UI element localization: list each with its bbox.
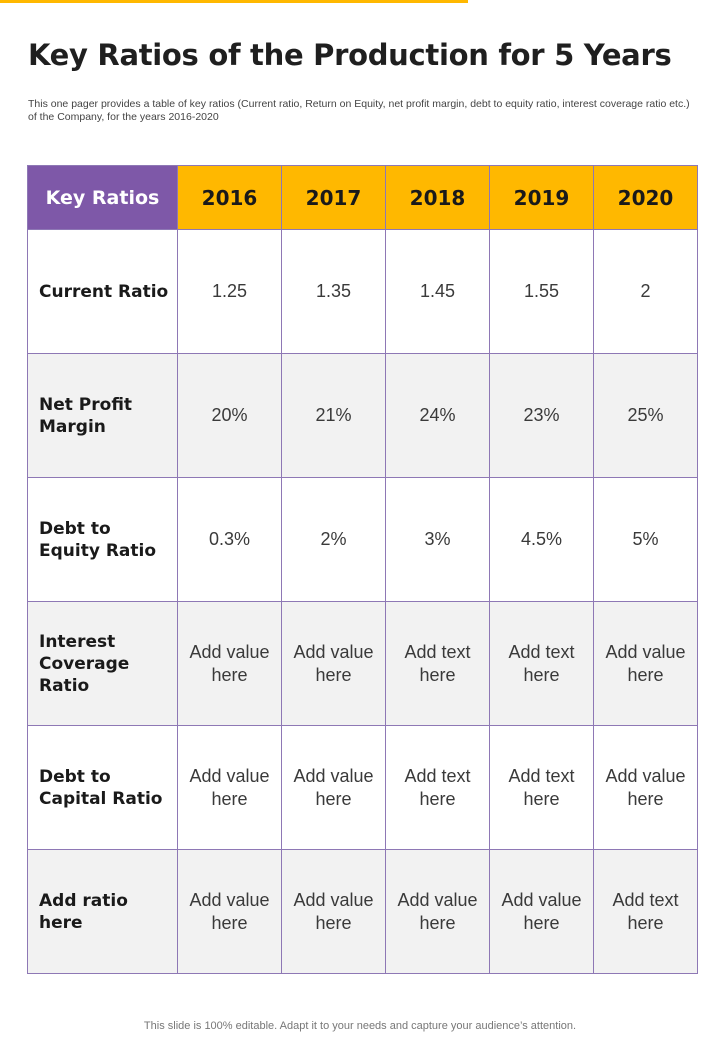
row-label: Debt to Equity Ratio [27,477,178,602]
header-year-2020: 2020 [593,165,698,230]
row-label: Add ratio here [27,849,178,974]
table-row: Net Profit Margin 20% 21% 24% 23% 25% [27,353,698,478]
row-label: Current Ratio [27,229,178,354]
table-cell: 1.25 [177,229,282,354]
table-cell: Add text here [489,725,594,850]
row-label: Debt to Capital Ratio [27,725,178,850]
table-row: Current Ratio 1.25 1.35 1.45 1.55 2 [27,229,698,354]
table-cell: Add value here [281,725,386,850]
table-cell: 3% [385,477,490,602]
table-cell: 21% [281,353,386,478]
page-subtitle: This one pager provides a table of key r… [28,98,690,123]
table-cell: 1.35 [281,229,386,354]
header-year-2019: 2019 [489,165,594,230]
table-row: Interest Coverage Ratio Add value here A… [27,601,698,726]
table-cell: 1.45 [385,229,490,354]
row-label: Net Profit Margin [27,353,178,478]
table-cell: Add text here [593,849,698,974]
table-cell: 5% [593,477,698,602]
table-cell: Add value here [489,849,594,974]
header-year-2017: 2017 [281,165,386,230]
table-cell: 20% [177,353,282,478]
table-row: Debt to Equity Ratio 0.3% 2% 3% 4.5% 5% [27,477,698,602]
table-cell: Add value here [593,725,698,850]
table-cell: 25% [593,353,698,478]
table-cell: Add text here [489,601,594,726]
table-cell: 2 [593,229,698,354]
table-header-row: Key Ratios 2016 2017 2018 2019 2020 [27,165,698,230]
table-row: Debt to Capital Ratio Add value here Add… [27,725,698,850]
table-cell: Add value here [177,725,282,850]
table-cell: Add value here [281,601,386,726]
table-cell: 2% [281,477,386,602]
table-cell: Add value here [593,601,698,726]
header-year-2018: 2018 [385,165,490,230]
table-cell: Add text here [385,725,490,850]
row-label: Interest Coverage Ratio [27,601,178,726]
table-row: Add ratio here Add value here Add value … [27,849,698,974]
table-cell: Add value here [281,849,386,974]
table-cell: Add text here [385,601,490,726]
table-cell: 24% [385,353,490,478]
top-accent-bar [0,0,468,3]
table-cell: Add value here [177,601,282,726]
table-cell: 0.3% [177,477,282,602]
header-key-ratios: Key Ratios [27,165,178,230]
table-cell: Add value here [385,849,490,974]
table-cell: Add value here [177,849,282,974]
table-cell: 23% [489,353,594,478]
header-year-2016: 2016 [177,165,282,230]
table-cell: 4.5% [489,477,594,602]
footer-note: This slide is 100% editable. Adapt it to… [143,1020,577,1032]
page-title: Key Ratios of the Production for 5 Years [28,38,672,72]
table-cell: 1.55 [489,229,594,354]
key-ratios-table: Key Ratios 2016 2017 2018 2019 2020 Curr… [27,165,698,974]
